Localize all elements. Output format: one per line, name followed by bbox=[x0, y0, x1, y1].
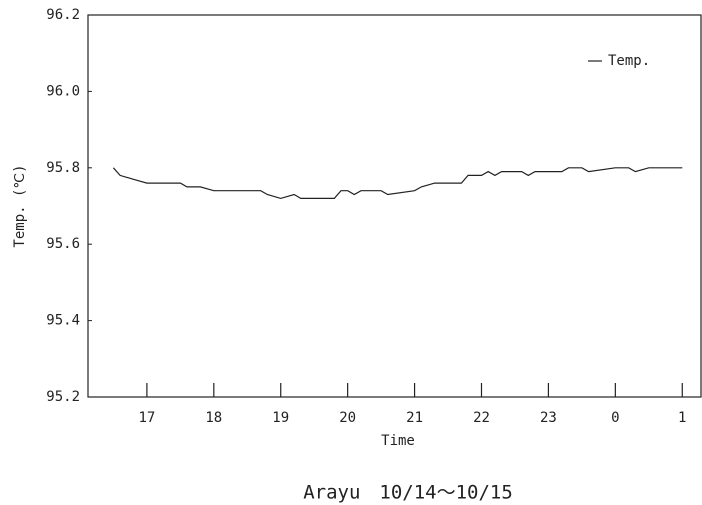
x-axis-label: Time bbox=[381, 433, 415, 449]
y-tick-label: 95.2 bbox=[46, 389, 80, 405]
y-tick-label: 95.8 bbox=[46, 160, 80, 176]
x-tick-label: 20 bbox=[339, 410, 356, 426]
x-tick-label: 19 bbox=[272, 410, 289, 426]
x-tick-label: 0 bbox=[611, 410, 619, 426]
x-tick-label: 17 bbox=[138, 410, 155, 426]
x-tick-label: 22 bbox=[473, 410, 490, 426]
data-line bbox=[112, 167, 683, 200]
y-tick-label: 96.2 bbox=[46, 7, 80, 23]
x-tick-label: 23 bbox=[540, 410, 557, 426]
y-tick-label: 95.4 bbox=[46, 313, 80, 329]
x-tick-label: 18 bbox=[205, 410, 222, 426]
y-tick-label: 95.6 bbox=[46, 236, 80, 252]
x-tick-label: 21 bbox=[406, 410, 423, 426]
x-tick-label: 1 bbox=[678, 410, 686, 426]
plot-frame bbox=[87, 14, 702, 398]
y-axis-label: Temp. (℃) bbox=[12, 164, 28, 247]
legend-label: Temp. bbox=[608, 53, 650, 69]
y-tick-label: 96.0 bbox=[46, 83, 80, 99]
caption: Arayu 10/14〜10/15 bbox=[303, 482, 513, 504]
